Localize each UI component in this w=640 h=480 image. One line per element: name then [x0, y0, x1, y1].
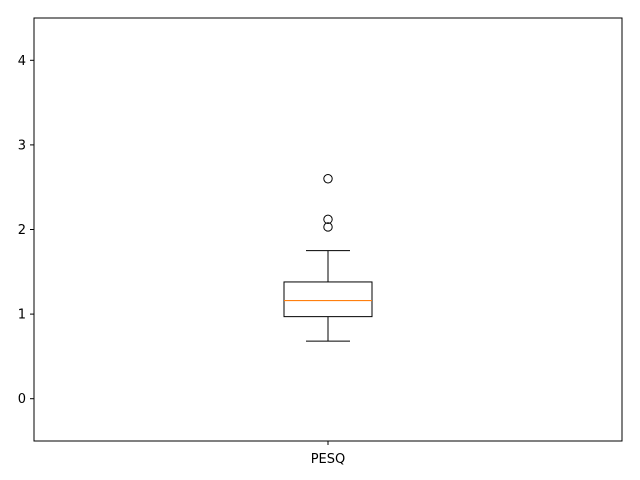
plot-frame	[33, 17, 623, 442]
outlier-point	[323, 174, 333, 184]
x-axis: PESQ	[311, 441, 346, 467]
y-tick-label: 1	[18, 308, 26, 323]
y-tick-label: 4	[18, 54, 26, 69]
y-tick-label: 0	[18, 392, 26, 407]
y-tick-label: 3	[18, 138, 26, 153]
box-group	[283, 174, 373, 342]
y-tick-label: 2	[18, 223, 26, 238]
x-tick-label: PESQ	[311, 452, 346, 467]
outlier-point	[323, 222, 333, 232]
plot-area	[34, 18, 622, 441]
boxes-layer	[283, 174, 373, 342]
y-axis: 0 1 2 3 4	[18, 54, 34, 407]
iqr-box	[283, 281, 373, 318]
outlier-point	[323, 214, 333, 225]
